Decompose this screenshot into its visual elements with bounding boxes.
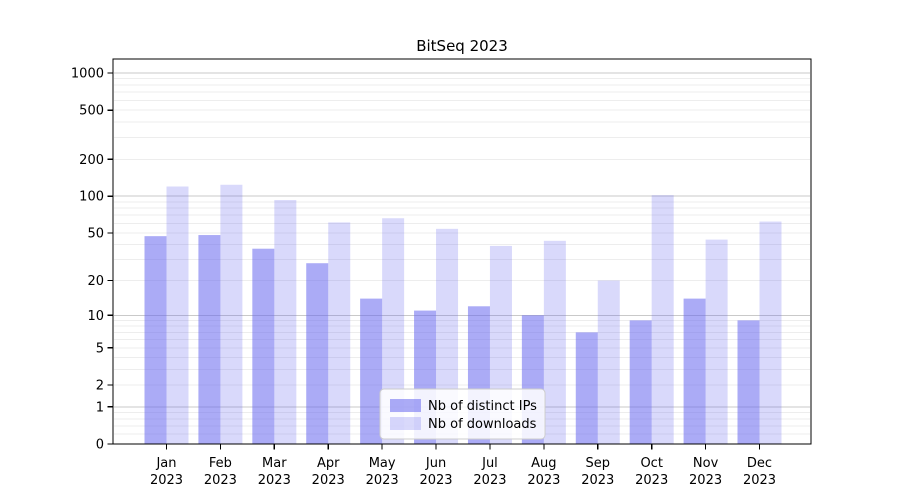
y-tick-label: 0 (96, 438, 104, 453)
y-tick-label: 1 (96, 400, 104, 415)
x-tick-label-year: 2023 (366, 473, 399, 488)
legend-swatch (390, 417, 421, 430)
y-tick-label: 5 (96, 341, 104, 356)
bar-distinct-ips (683, 298, 706, 444)
bar-distinct-ips (737, 320, 760, 444)
x-tick-label-year: 2023 (258, 473, 291, 488)
x-tick-label-month: Jun (425, 456, 446, 471)
x-tick-label-month: Feb (209, 456, 232, 471)
y-tick-label: 100 (79, 190, 104, 205)
bar-distinct-ips (252, 248, 275, 444)
y-tick-label: 200 (79, 153, 104, 168)
plot-border (112, 58, 812, 445)
legend-box (379, 388, 546, 440)
bar-downloads (166, 186, 189, 445)
bar-distinct-ips (306, 263, 329, 444)
bar-downloads (597, 280, 620, 444)
x-tick-label-month: Aug (531, 456, 556, 471)
axis-ticks (107, 72, 761, 450)
x-tick-label-year: 2023 (581, 473, 614, 488)
x-tick-label-year: 2023 (743, 473, 776, 488)
legend-label: Nb of distinct IPs (428, 399, 537, 414)
y-tick-label: 2 (96, 379, 104, 394)
x-tick-label-year: 2023 (419, 473, 452, 488)
x-tick-label-month: Apr (317, 456, 340, 471)
x-tick-label-month: Jan (155, 456, 176, 471)
chart-title: BitSeq 2023 (416, 37, 508, 55)
minor-gridlines (114, 78, 810, 435)
x-tick-label-year: 2023 (527, 473, 560, 488)
axis-tick-labels: 10005002001005020105210Jan2023Feb2023Mar… (71, 67, 776, 488)
x-tick-label-year: 2023 (689, 473, 722, 488)
y-tick-label: 50 (87, 226, 104, 241)
x-tick-label-year: 2023 (473, 473, 506, 488)
bar-distinct-ips (198, 235, 221, 444)
x-tick-label-year: 2023 (312, 473, 345, 488)
bar-distinct-ips (360, 298, 383, 444)
bar-downloads (759, 221, 782, 444)
bar-distinct-ips (144, 236, 167, 444)
x-tick-label-month: Mar (262, 456, 287, 471)
legend-label: Nb of downloads (428, 417, 537, 432)
bar-distinct-ips (629, 320, 652, 444)
x-tick-label-month: Oct (640, 456, 662, 471)
bar-downloads (328, 222, 351, 444)
x-tick-label-month: May (369, 456, 396, 471)
legend-swatch (390, 399, 421, 412)
x-tick-label-month: Jul (481, 456, 498, 471)
y-tick-label: 20 (87, 274, 104, 289)
bar-downloads (705, 239, 728, 444)
x-tick-label-year: 2023 (635, 473, 668, 488)
x-tick-label-year: 2023 (150, 473, 183, 488)
bar-downloads (651, 195, 674, 444)
x-tick-label-month: Dec (747, 456, 772, 471)
y-tick-label: 500 (79, 104, 104, 119)
x-tick-label-month: Sep (586, 456, 611, 471)
bar-downloads (543, 240, 566, 444)
y-tick-label: 10 (87, 309, 104, 324)
x-tick-label-year: 2023 (204, 473, 237, 488)
bar-downloads (382, 218, 405, 444)
bar-downloads (274, 200, 297, 444)
y-tick-label: 1000 (71, 67, 104, 82)
x-tick-label-month: Nov (693, 456, 719, 471)
bar-distinct-ips (575, 332, 598, 444)
bar-downloads (220, 184, 243, 444)
legend: Nb of distinct IPs Nb of downloads (379, 388, 546, 440)
